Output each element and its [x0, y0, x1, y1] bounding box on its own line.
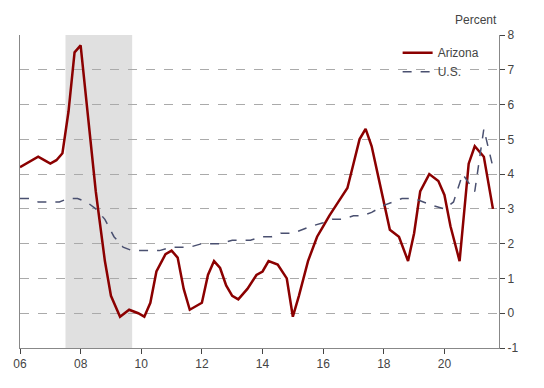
svg-text:0: 0 — [507, 306, 514, 320]
svg-text:14: 14 — [256, 357, 270, 371]
svg-text:20: 20 — [438, 357, 452, 371]
svg-text:6: 6 — [507, 98, 514, 112]
svg-text:06: 06 — [13, 357, 27, 371]
svg-text:Arizona: Arizona — [438, 46, 479, 60]
svg-text:U.S.: U.S. — [438, 65, 461, 79]
svg-text:7: 7 — [507, 63, 514, 77]
svg-text:12: 12 — [195, 357, 209, 371]
svg-text:08: 08 — [74, 357, 88, 371]
svg-text:16: 16 — [316, 357, 330, 371]
svg-text:Percent: Percent — [455, 13, 497, 27]
svg-text:3: 3 — [507, 202, 514, 216]
svg-text:8: 8 — [507, 28, 514, 42]
svg-text:4: 4 — [507, 167, 514, 181]
svg-text:10: 10 — [135, 357, 149, 371]
svg-text:5: 5 — [507, 133, 514, 147]
svg-text:-1: -1 — [507, 341, 518, 355]
svg-text:18: 18 — [377, 357, 391, 371]
svg-text:1: 1 — [507, 272, 514, 286]
svg-text:2: 2 — [507, 237, 514, 251]
